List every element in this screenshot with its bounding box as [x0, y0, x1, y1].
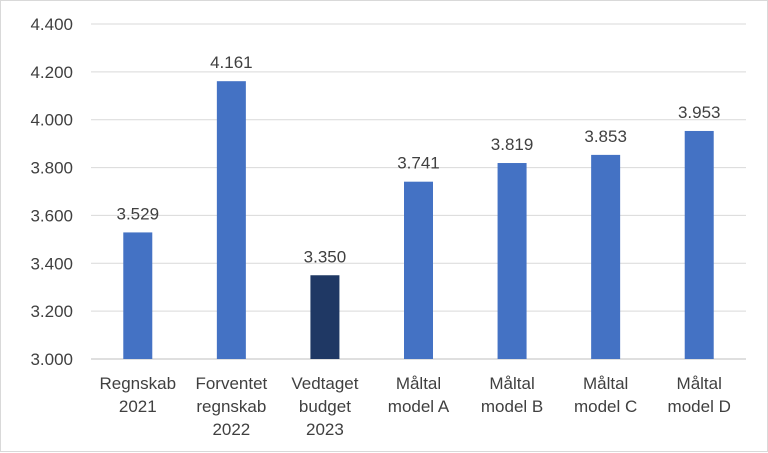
data-label: 3.953 — [678, 103, 721, 122]
bar — [310, 275, 340, 359]
data-label: 3.529 — [117, 204, 160, 223]
bar — [404, 181, 433, 359]
category-label: Måltal model D — [668, 374, 731, 416]
category-label: Måltal model C — [574, 374, 637, 416]
y-tick-label: 4.000 — [30, 111, 73, 130]
y-tick-label: 3.600 — [30, 206, 73, 225]
data-label: 3.853 — [584, 127, 627, 146]
y-tick-label: 3.200 — [30, 302, 73, 321]
data-label: 4.161 — [210, 53, 253, 72]
bar — [684, 130, 714, 359]
bar — [216, 81, 246, 360]
y-axis-ticks: 3.000 3.200 3.400 3.600 3.800 4.000 4.200 4.400 — [30, 15, 73, 369]
bar — [591, 154, 621, 359]
y-tick-label: 4.400 — [30, 15, 73, 34]
category-label: Vedtaget budget 2023 — [291, 374, 358, 439]
category-label: Måltal model B — [481, 374, 543, 416]
y-tick-label: 3.400 — [30, 254, 73, 273]
data-label: 3.819 — [491, 135, 534, 154]
data-label: 3.350 — [304, 247, 347, 266]
y-tick-label: 4.200 — [30, 63, 73, 82]
category-label: Måltal model A — [388, 374, 450, 416]
data-labels: 3.529 4.161 3.350 3.741 3.819 3.853 3.953 — [117, 53, 721, 266]
bar — [123, 232, 153, 359]
category-label: Regnskab 2021 — [100, 374, 177, 416]
category-labels: Regnskab 2021 Forventet regnskab 2022 Vedtage… — [100, 374, 731, 439]
bar — [497, 163, 527, 359]
y-tick-label: 3.000 — [30, 350, 73, 369]
category-label: Forventet regnskab 2022 — [195, 374, 267, 439]
data-label: 3.741 — [397, 154, 440, 173]
bars — [123, 81, 714, 360]
y-tick-label: 3.800 — [30, 159, 73, 178]
